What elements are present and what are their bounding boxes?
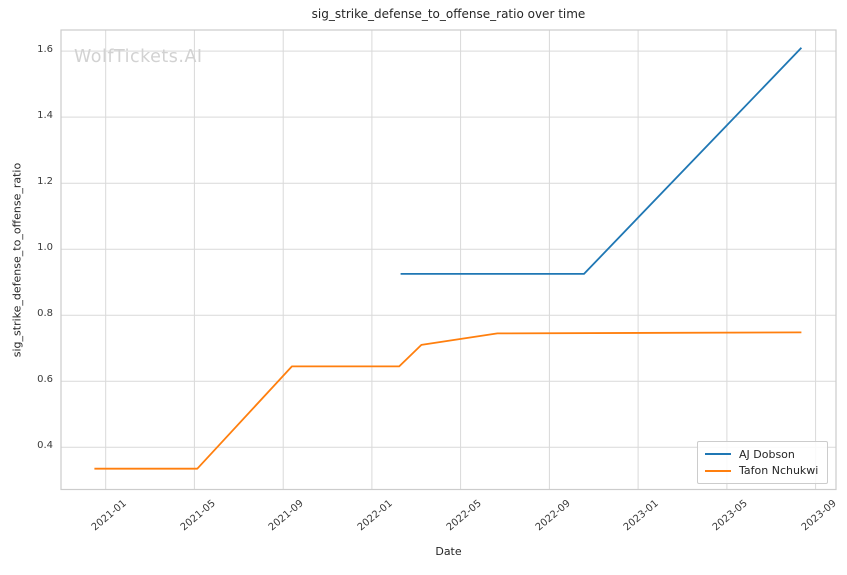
y-tick-label: 1.4 <box>37 110 53 122</box>
legend-label: Tafon Nchukwi <box>739 464 819 478</box>
series-line-aj-dobson <box>400 47 803 275</box>
x-axis-label: Date <box>435 545 462 558</box>
y-tick-label: 0.8 <box>37 308 53 320</box>
legend-item-tafon-nchukwi: Tafon Nchukwi <box>705 464 820 477</box>
legend: AJ Dobson Tafon Nchukwi <box>697 441 828 484</box>
y-tick-label: 0.6 <box>37 374 53 386</box>
chart-title: sig_strike_defense_to_offense_ratio over… <box>311 7 586 21</box>
plot-border <box>60 29 837 491</box>
y-tick-label: 1.2 <box>37 176 53 188</box>
legend-line-icon <box>705 469 731 472</box>
legend-line-icon <box>705 453 731 456</box>
y-tick-label: 1.6 <box>37 44 53 56</box>
legend-label: AJ Dobson <box>739 447 795 461</box>
y-tick-label: 1.0 <box>37 242 53 254</box>
watermark: WolfTickets.AI <box>74 47 203 67</box>
series-line-tafon-nchukwi <box>94 331 802 470</box>
legend-item-aj-dobson: AJ Dobson <box>705 448 820 461</box>
y-tick-label: 0.4 <box>37 440 53 452</box>
